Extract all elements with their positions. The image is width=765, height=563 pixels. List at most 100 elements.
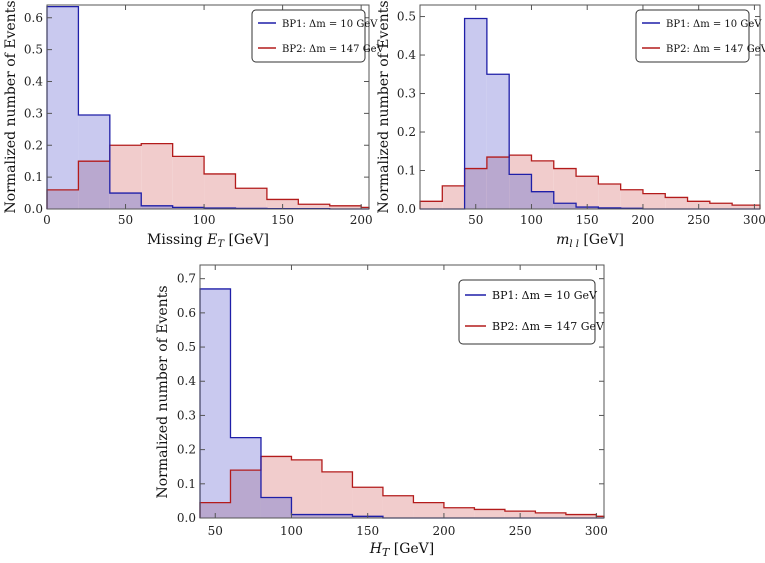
x-tick-label: 200 xyxy=(350,213,373,227)
bar-bp2 xyxy=(732,205,760,209)
bar-overlap xyxy=(531,191,554,209)
x-axis-label-prefix: Missing xyxy=(147,232,207,248)
bar-bp2 xyxy=(596,516,604,518)
bar-bp2 xyxy=(474,509,505,518)
x-tick-label: 250 xyxy=(509,524,532,538)
y-tick-label: 0.2 xyxy=(397,125,416,139)
y-tick-label: 0.5 xyxy=(24,43,43,57)
y-tick-label: 0.4 xyxy=(24,75,43,89)
bar-bp2 xyxy=(665,197,688,209)
bar-bp2 xyxy=(235,188,267,209)
legend-label-bp1: BP1: Δm = 10 GeV xyxy=(492,289,598,302)
bar-bp1 xyxy=(200,288,231,518)
bar-overlap xyxy=(291,514,322,518)
x-axis-label-mll: ml l [GeV] xyxy=(556,232,624,250)
x-axis-label-sub: T xyxy=(382,546,391,559)
x-axis-label-unit: [GeV] xyxy=(389,541,434,557)
y-tick-label: 0.6 xyxy=(24,11,43,25)
panel-missing-et: 0 50 100 150 200 0.0 0.1 0.2 0.3 0.4 0.5 0.6 Normal… xyxy=(3,0,385,250)
legend-box xyxy=(251,9,366,63)
y-axis-label-mll: Normalized number of Events xyxy=(376,0,392,213)
bar-bp2 xyxy=(443,507,475,518)
ticks-mll: 50 100 150 200 250 300 0.0 0.1 0.2 0.3 0.4 0.5 xyxy=(397,5,765,227)
panel-ht: 50 100 150 200 250 300 0.0 0.1 0.2 0.3 0.4 0.5 0.6 0.… xyxy=(155,264,608,559)
bar-bp1 xyxy=(47,6,79,209)
y-tick-label: 0.7 xyxy=(177,272,196,286)
bar-bp2 xyxy=(565,514,597,518)
frame-ht xyxy=(199,264,605,519)
legend-mll: BP1: Δm = 10 GeV BP2: Δm = 147 GeV xyxy=(635,9,765,63)
y-tick-label: 0.5 xyxy=(397,10,416,24)
bars-missing-et xyxy=(46,5,370,210)
bar-bp2 xyxy=(204,173,236,209)
x-tick-label: 150 xyxy=(576,213,599,227)
y-tick-label: 0.0 xyxy=(24,202,43,216)
x-axis-label-var: E xyxy=(206,232,217,248)
x-axis-label-sub: T xyxy=(217,239,225,250)
y-tick-label: 0.2 xyxy=(24,138,43,152)
y-tick-label: 0.0 xyxy=(397,202,416,216)
x-tick-label: 300 xyxy=(585,524,608,538)
legend-missing-et: BP1: Δm = 10 GeV BP2: Δm = 147 GeV xyxy=(251,9,385,63)
bar-bp2 xyxy=(576,176,599,209)
bar-bp2 xyxy=(361,207,369,209)
legend-label-bp2: BP2: Δm = 147 GeV xyxy=(492,320,605,333)
y-tick-label: 0.3 xyxy=(177,408,196,422)
bar-bp2 xyxy=(709,203,733,209)
bar-bp2 xyxy=(352,487,383,518)
bar-bp2 xyxy=(298,204,330,209)
legend-label-bp1: BP1: Δm = 10 GeV xyxy=(666,19,762,30)
bar-bp2 xyxy=(420,201,443,209)
x-axis-label-missing-et: Missing ET [GeV] xyxy=(147,232,269,250)
x-tick-label: 200 xyxy=(631,213,654,227)
y-axis-label-ht: Normalized number of Events xyxy=(155,285,171,498)
step-line-bp2 xyxy=(46,143,370,209)
frame-missing-et xyxy=(46,4,370,210)
bar-overlap xyxy=(553,203,577,209)
x-tick-label: 250 xyxy=(687,213,710,227)
legend-box xyxy=(635,9,750,63)
x-axis-label-unit: [GeV] xyxy=(224,232,269,248)
x-tick-label: 300 xyxy=(743,213,765,227)
step-line-bp2 xyxy=(419,154,761,209)
bar-bp2 xyxy=(598,183,621,209)
x-tick-label: 0 xyxy=(43,213,51,227)
x-tick-label: 150 xyxy=(271,213,294,227)
x-axis-label-unit: [GeV] xyxy=(579,232,624,248)
bar-overlap xyxy=(260,497,292,518)
bar-bp2 xyxy=(535,512,566,518)
x-tick-label: 100 xyxy=(193,213,216,227)
bar-bp2 xyxy=(413,502,444,518)
bar-bp2 xyxy=(141,143,173,209)
frame-mll xyxy=(419,4,761,210)
bars-ht xyxy=(199,288,605,519)
y-tick-label: 0.1 xyxy=(397,164,416,178)
bar-bp2 xyxy=(620,189,643,209)
bar-bp2 xyxy=(291,459,322,518)
bar-overlap xyxy=(141,205,173,209)
bar-overlap xyxy=(109,193,142,209)
ticks-missing-et: 0 50 100 150 200 0.0 0.1 0.2 0.3 0.4 0.5 0.6 xyxy=(24,5,373,227)
bar-overlap xyxy=(47,189,79,209)
bar-overlap xyxy=(172,207,205,209)
y-tick-label: 0.3 xyxy=(397,87,416,101)
bar-overlap xyxy=(78,161,110,209)
bar-bp2 xyxy=(382,495,414,518)
y-axis-label-missing-et: Normalized number of Events xyxy=(3,0,19,213)
bar-overlap xyxy=(464,168,487,209)
legend-box xyxy=(458,279,596,345)
y-tick-label: 0.4 xyxy=(397,48,416,62)
panel-mll: 50 100 150 200 250 300 0.0 0.1 0.2 0.3 0.4 0.5 Norm… xyxy=(376,0,765,250)
legend-ht: BP1: Δm = 10 GeV BP2: Δm = 147 GeV xyxy=(458,279,605,345)
x-tick-label: 50 xyxy=(208,524,223,538)
bar-overlap xyxy=(509,174,532,209)
bar-bp2 xyxy=(642,193,666,209)
y-tick-label: 0.1 xyxy=(24,170,43,184)
bar-bp2 xyxy=(553,168,577,209)
x-axis-label-var: H xyxy=(369,541,383,557)
x-tick-label: 150 xyxy=(356,524,379,538)
x-axis-label-ht: HT [GeV] xyxy=(369,541,435,559)
y-tick-label: 0.2 xyxy=(177,443,196,457)
bar-bp2 xyxy=(442,185,465,209)
legend-label-bp2: BP2: Δm = 147 GeV xyxy=(282,44,385,55)
